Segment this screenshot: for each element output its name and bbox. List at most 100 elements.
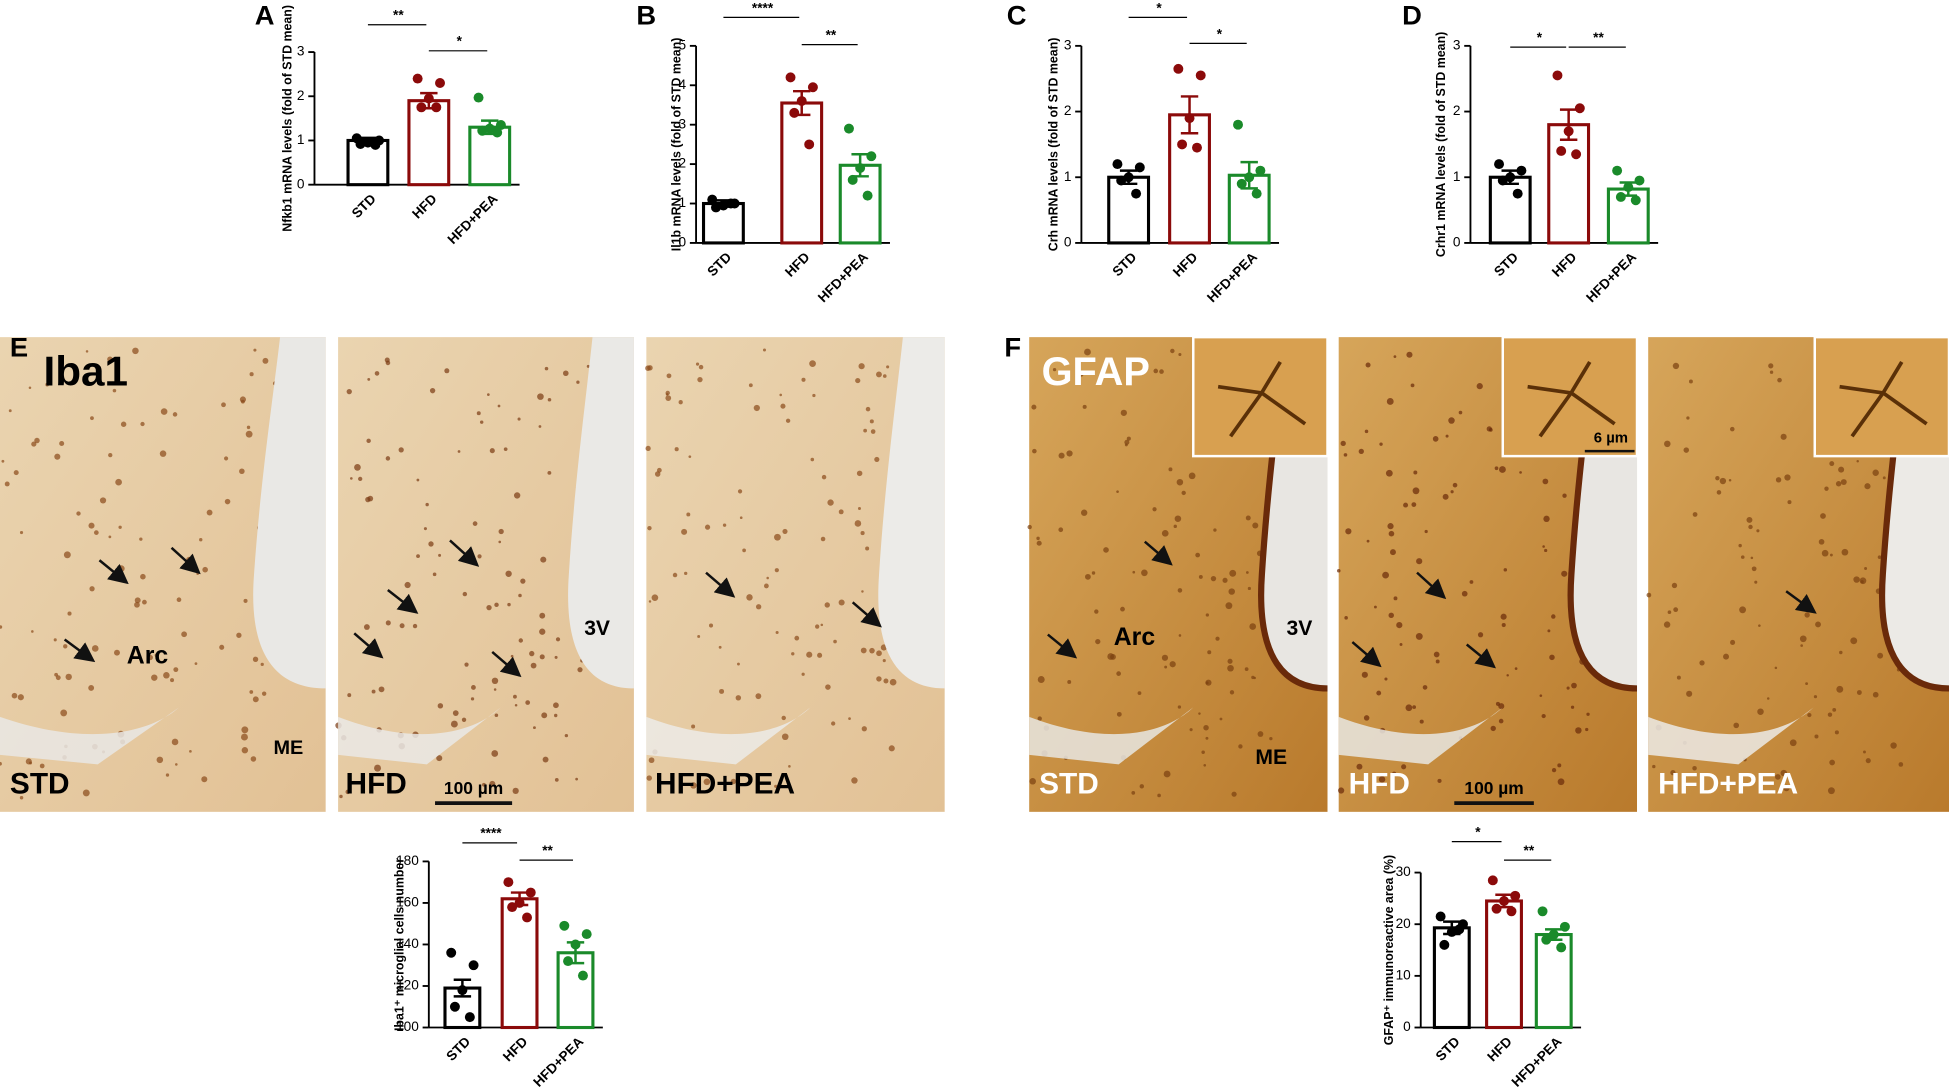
cell: [503, 447, 508, 452]
cell: [1829, 759, 1836, 766]
cell: [8, 409, 12, 413]
cell: [820, 623, 824, 627]
y-tick-label: 0: [1064, 235, 1072, 250]
data-point: [1510, 890, 1521, 901]
cell: [806, 651, 813, 658]
cell: [28, 386, 32, 389]
cell: [666, 373, 672, 379]
cell: [1551, 767, 1557, 773]
x-tick-label: STD: [1433, 1034, 1463, 1064]
region-label: Arc: [127, 642, 169, 669]
cell: [695, 362, 700, 366]
data-point: [1634, 175, 1645, 186]
cell: [746, 594, 753, 601]
cell: [544, 366, 549, 371]
cell: [1490, 725, 1496, 732]
cell: [11, 692, 18, 699]
cell: [753, 404, 760, 412]
cell: [1494, 466, 1499, 471]
cell: [1872, 691, 1879, 698]
cell: [25, 758, 32, 765]
arrow: [1351, 641, 1382, 668]
cell: [176, 597, 182, 603]
cell: [1835, 481, 1842, 487]
cell: [513, 694, 517, 699]
x-tick-label: HFD+PEA: [530, 1034, 586, 1087]
cell: [371, 689, 376, 694]
data-point: [1195, 70, 1206, 81]
cell: [861, 590, 864, 593]
cell: [880, 644, 887, 651]
cell: [1824, 486, 1829, 491]
cell: [1164, 665, 1168, 669]
cell: [1424, 529, 1428, 534]
cell: [1358, 448, 1364, 455]
cell: [365, 496, 371, 503]
cell: [88, 522, 95, 529]
cell: [172, 412, 178, 417]
cell: [55, 675, 61, 681]
y-tick-label: 120: [396, 978, 419, 993]
cell: [1052, 367, 1057, 372]
cell: [1120, 409, 1127, 416]
cell: [576, 380, 580, 384]
cell: [1437, 778, 1442, 783]
micrograph: [1646, 335, 1949, 812]
cell: [1231, 791, 1237, 797]
data-point: [1236, 178, 1247, 189]
cell: [1161, 529, 1169, 537]
ventricle: [253, 337, 326, 689]
cell: [1361, 671, 1368, 678]
panel-letter: D: [1402, 0, 1422, 31]
y-tick-label: 140: [396, 936, 419, 951]
cell: [517, 417, 521, 421]
data-point: [477, 125, 488, 136]
cell: [1356, 763, 1363, 770]
group-label: HFD+PEA: [1658, 768, 1798, 801]
cell: [1252, 522, 1259, 529]
data-point: [1123, 172, 1134, 183]
y-tick-label: 0: [679, 235, 687, 250]
cell: [399, 623, 405, 629]
cell: [346, 388, 352, 395]
panel-letter: F: [1004, 332, 1021, 363]
data-point: [862, 190, 873, 201]
cell: [1337, 787, 1345, 794]
cell: [189, 749, 192, 753]
cell: [1571, 682, 1577, 689]
bar: [1606, 187, 1650, 245]
data-point: [1563, 126, 1574, 137]
cell: [1116, 490, 1119, 493]
cell: [1814, 734, 1819, 739]
data-point: [1512, 188, 1523, 199]
cell: [221, 402, 226, 408]
cell: [436, 755, 443, 762]
cell: [539, 628, 546, 635]
cell: [547, 470, 552, 475]
cell: [224, 498, 231, 505]
cell: [672, 572, 678, 578]
x-tick-label: HFD: [500, 1034, 531, 1064]
cell: [1445, 434, 1449, 438]
significance-label: ****: [752, 0, 774, 15]
cell: [855, 377, 861, 384]
cell: [848, 717, 851, 721]
cell: [1575, 727, 1582, 734]
cell: [865, 546, 870, 551]
cell: [202, 566, 208, 573]
cell: [755, 604, 762, 610]
cell: [539, 654, 545, 660]
data-point: [1556, 942, 1567, 953]
cell: [1178, 634, 1182, 637]
cell: [838, 599, 845, 606]
cell: [89, 586, 95, 592]
cell: [464, 662, 469, 667]
panel-letter: B: [636, 0, 656, 31]
data-point: [804, 139, 815, 150]
cell: [860, 647, 867, 654]
cell: [1399, 643, 1403, 646]
cell: [1386, 398, 1394, 405]
arrow: [1465, 643, 1496, 669]
cell: [54, 672, 59, 677]
